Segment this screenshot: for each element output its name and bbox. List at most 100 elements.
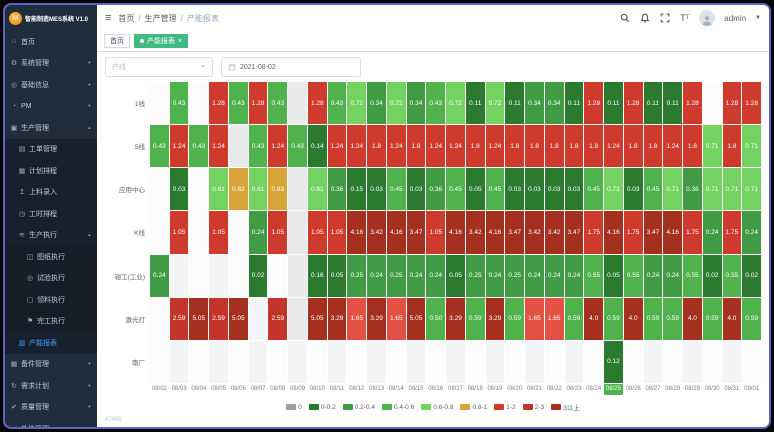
- heatmap-cell[interactable]: 0.05: [465, 168, 485, 211]
- heatmap-cell[interactable]: 1.8: [406, 125, 426, 168]
- heatmap-cell[interactable]: [150, 168, 169, 211]
- heatmap-cell[interactable]: 0.03: [544, 168, 564, 211]
- sidebar-item-系统管理[interactable]: ⚙ 系统管理 ▼: [5, 53, 97, 75]
- sidebar-item-质量管理[interactable]: ✔ 质量管理 ▼: [5, 397, 97, 419]
- heatmap-cell[interactable]: 0.03: [169, 168, 189, 211]
- sidebar-item-PM[interactable]: ◔ PM ▼: [5, 96, 97, 118]
- heatmap-cell[interactable]: 0.24: [367, 254, 386, 297]
- heatmap-cell[interactable]: 1.75: [683, 211, 702, 254]
- tab-产能报表[interactable]: 产能报表 ×: [134, 34, 189, 48]
- heatmap-cell[interactable]: [584, 340, 604, 383]
- heatmap-cell[interactable]: 0.24: [426, 254, 446, 297]
- heatmap-cell[interactable]: 1.65: [525, 297, 544, 340]
- legend-item[interactable]: 0.4-0.6: [381, 404, 414, 411]
- heatmap-cell[interactable]: [169, 340, 189, 383]
- heatmap-cell[interactable]: [228, 340, 248, 383]
- heatmap-cell[interactable]: 3.47: [643, 211, 663, 254]
- heatmap-cell[interactable]: [189, 211, 209, 254]
- heatmap-cell[interactable]: 0.43: [189, 125, 209, 168]
- heatmap-cell[interactable]: 4.16: [485, 211, 505, 254]
- legend-item[interactable]: 3以上: [551, 402, 580, 412]
- heatmap-cell[interactable]: 0.59: [505, 297, 525, 340]
- heatmap-cell[interactable]: [446, 340, 465, 383]
- heatmap-cell[interactable]: 1.24: [604, 125, 623, 168]
- heatmap-cell[interactable]: [465, 340, 485, 383]
- heatmap-cell[interactable]: 3.29: [327, 297, 347, 340]
- heatmap-cell[interactable]: 0.43: [268, 82, 288, 125]
- heatmap-cell[interactable]: [189, 168, 209, 211]
- heatmap-cell[interactable]: 0.59: [643, 297, 663, 340]
- heatmap-cell[interactable]: [386, 340, 406, 383]
- heatmap-cell[interactable]: 0.83: [228, 168, 248, 211]
- heatmap-cell[interactable]: 5.05: [406, 297, 426, 340]
- heatmap-cell[interactable]: 0.43: [150, 125, 169, 168]
- heatmap-cell[interactable]: 1.75: [584, 211, 604, 254]
- sidebar-item-试验执行[interactable]: ◎ 试验执行: [5, 267, 97, 289]
- heatmap-cell[interactable]: 1.05: [307, 211, 327, 254]
- heatmap-cell[interactable]: [150, 211, 169, 254]
- heatmap-cell[interactable]: 0.11: [564, 82, 584, 125]
- heatmap-cell[interactable]: 0.59: [702, 297, 722, 340]
- heatmap-cell[interactable]: 4.16: [386, 211, 406, 254]
- heatmap-cell[interactable]: 1.05: [426, 211, 446, 254]
- sidebar-item-工单管理[interactable]: ▤ 工单管理: [5, 138, 97, 160]
- heatmap-cell[interactable]: 1.28: [683, 82, 702, 125]
- heatmap-cell[interactable]: 0.14: [307, 125, 327, 168]
- heatmap-cell[interactable]: 4.0: [584, 297, 604, 340]
- heatmap-cell[interactable]: 0.15: [347, 168, 367, 211]
- heatmap-cell[interactable]: 1.24: [268, 125, 288, 168]
- legend-item[interactable]: 1-2: [494, 404, 516, 411]
- username[interactable]: admin: [724, 13, 747, 23]
- collapse-sidebar-icon[interactable]: ≡: [105, 11, 112, 24]
- heatmap-cell[interactable]: 0.24: [643, 254, 663, 297]
- heatmap-cell[interactable]: 0.24: [485, 254, 505, 297]
- heatmap-cell[interactable]: 0.03: [367, 168, 386, 211]
- heatmap-cell[interactable]: [248, 297, 268, 340]
- heatmap-cell[interactable]: [209, 254, 228, 297]
- sidebar-item-图纸执行[interactable]: ◫ 图纸执行: [5, 246, 97, 268]
- heatmap-cell[interactable]: [702, 82, 722, 125]
- heatmap-cell[interactable]: [150, 297, 169, 340]
- heatmap-cell[interactable]: 3.29: [446, 297, 465, 340]
- sidebar-item-基础信息[interactable]: ◎ 基础信息 ▼: [5, 74, 97, 96]
- heatmap-cell[interactable]: 0.72: [386, 82, 406, 125]
- heatmap-cell[interactable]: 4.0: [722, 297, 742, 340]
- sidebar-item-领料执行[interactable]: ▢ 领料执行: [5, 289, 97, 311]
- heatmap-cell[interactable]: 0.24: [544, 254, 564, 297]
- heatmap-cell[interactable]: [525, 340, 544, 383]
- heatmap-cell[interactable]: 0.11: [663, 82, 683, 125]
- heatmap-cell[interactable]: 0.61: [209, 168, 228, 211]
- heatmap-cell[interactable]: 0.43: [228, 82, 248, 125]
- heatmap-cell[interactable]: 1.24: [386, 125, 406, 168]
- heatmap-cell[interactable]: 2.59: [169, 297, 189, 340]
- heatmap-cell[interactable]: [623, 340, 643, 383]
- heatmap-cell[interactable]: 1.75: [722, 211, 742, 254]
- heatmap-cell[interactable]: 1.28: [742, 82, 761, 125]
- heatmap-cell[interactable]: [268, 340, 288, 383]
- heatmap-cell[interactable]: 0.25: [386, 254, 406, 297]
- heatmap-cell[interactable]: [426, 340, 446, 383]
- heatmap-cell[interactable]: 3.29: [367, 297, 386, 340]
- heatmap-cell[interactable]: [288, 254, 307, 297]
- heatmap-cell[interactable]: 0.43: [426, 82, 446, 125]
- heatmap-cell[interactable]: 1.8: [722, 125, 742, 168]
- heatmap-cell[interactable]: 4.0: [683, 297, 702, 340]
- heatmap-cell[interactable]: 1.8: [564, 125, 584, 168]
- heatmap-cell[interactable]: 0.25: [465, 254, 485, 297]
- heatmap-cell[interactable]: 0.55: [623, 254, 643, 297]
- heatmap-cell[interactable]: 0.71: [742, 125, 761, 168]
- sidebar-item-外协管理[interactable]: ↗外协管理 ▼: [5, 418, 97, 427]
- heatmap-cell[interactable]: 0.02: [742, 254, 761, 297]
- heatmap-cell[interactable]: 0.71: [722, 168, 742, 211]
- heatmap-cell[interactable]: 0.43: [169, 82, 189, 125]
- heatmap-cell[interactable]: 1.24: [327, 125, 347, 168]
- heatmap-cell[interactable]: 5.05: [189, 297, 209, 340]
- heatmap-cell[interactable]: [663, 340, 683, 383]
- heatmap-cell[interactable]: [228, 211, 248, 254]
- heatmap-cell[interactable]: 1.05: [327, 211, 347, 254]
- sidebar-item-备件管理[interactable]: ▦ 备件管理 ▼: [5, 354, 97, 376]
- heatmap-cell[interactable]: 0.25: [347, 254, 367, 297]
- legend-item[interactable]: 0.2-0.4: [342, 404, 375, 411]
- heatmap-cell[interactable]: 0.45: [446, 168, 465, 211]
